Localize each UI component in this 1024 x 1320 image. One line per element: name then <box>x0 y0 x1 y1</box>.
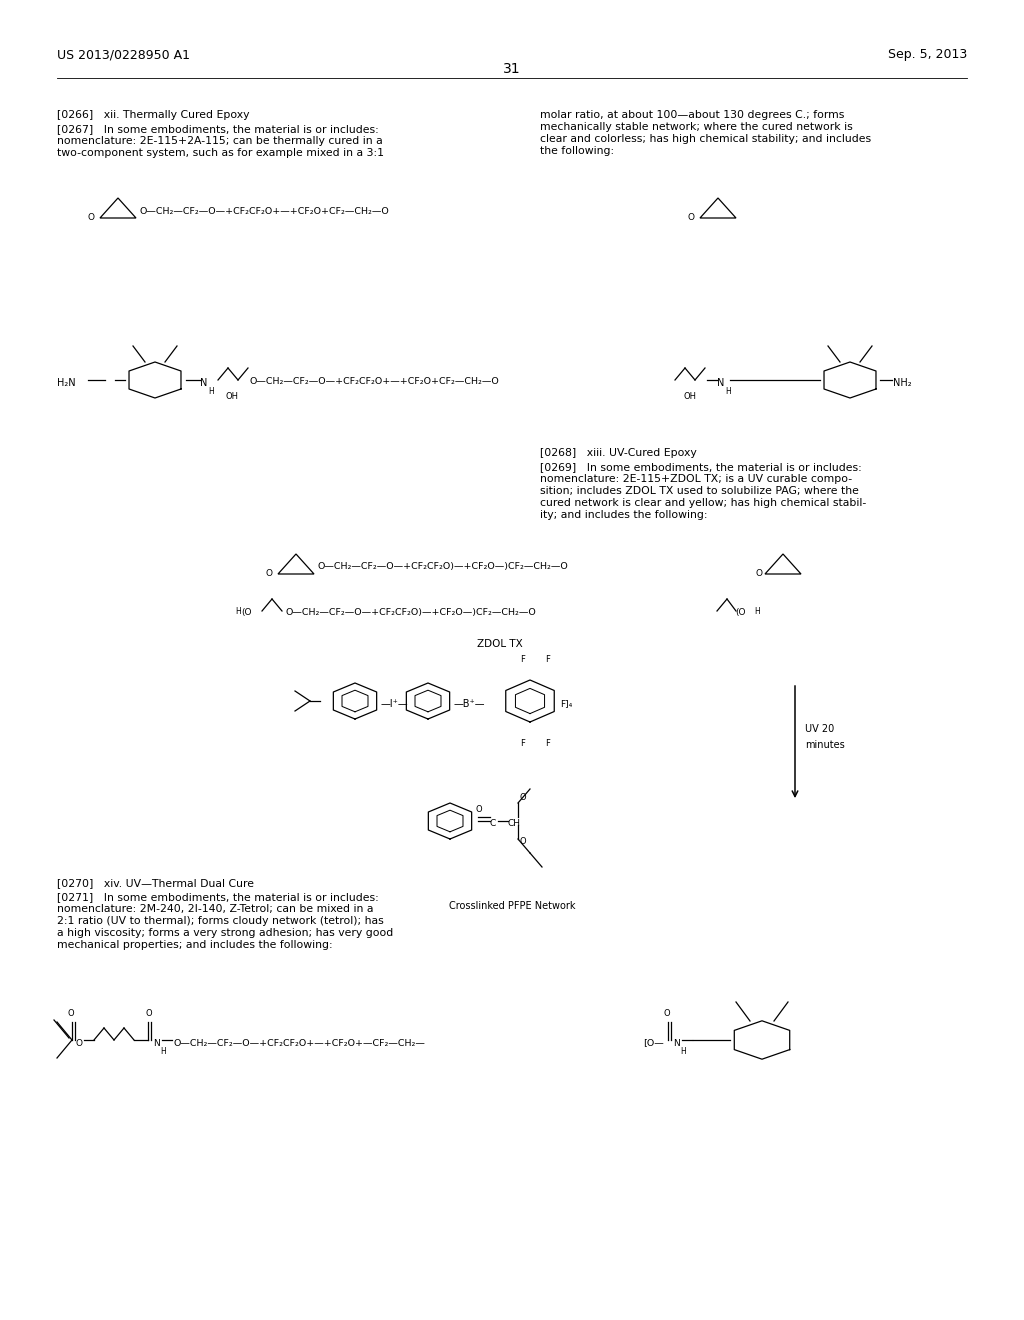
Text: [0268]   xiii. UV-Cured Epoxy: [0268] xiii. UV-Cured Epoxy <box>540 447 696 458</box>
Text: two-component system, such as for example mixed in a 3:1: two-component system, such as for exampl… <box>57 148 384 158</box>
Text: O: O <box>88 214 95 223</box>
Text: O—CH₂—CF₂—O—+CF₂CF₂O)—+CF₂O—)CF₂—CH₂—O: O—CH₂—CF₂—O—+CF₂CF₂O)—+CF₂O—)CF₂—CH₂—O <box>285 607 536 616</box>
Text: O—CH₂—CF₂—O—+CF₂CF₂O+—+CF₂O+—CF₂—CH₂—: O—CH₂—CF₂—O—+CF₂CF₂O+—+CF₂O+—CF₂—CH₂— <box>174 1039 426 1048</box>
Text: O: O <box>688 214 695 223</box>
Text: H: H <box>725 388 731 396</box>
Text: F: F <box>546 655 551 664</box>
Text: UV 20: UV 20 <box>805 723 835 734</box>
Text: NH₂: NH₂ <box>893 378 911 388</box>
Text: (O: (O <box>241 607 252 616</box>
Text: OH: OH <box>226 392 239 401</box>
Text: F: F <box>520 738 525 747</box>
Text: [O—: [O— <box>643 1039 664 1048</box>
Text: N: N <box>717 378 724 388</box>
Text: O: O <box>76 1039 83 1048</box>
Text: H: H <box>754 607 760 616</box>
Text: (O: (O <box>735 607 745 616</box>
Text: O: O <box>664 1010 671 1019</box>
Text: N: N <box>200 378 208 388</box>
Text: molar ratio, at about 100—about 130 degrees C.; forms: molar ratio, at about 100—about 130 degr… <box>540 110 845 120</box>
Text: nomenclature: 2E-115+2A-115; can be thermally cured in a: nomenclature: 2E-115+2A-115; can be ther… <box>57 136 383 147</box>
Text: O: O <box>476 804 482 813</box>
Text: —B⁺—: —B⁺— <box>454 700 485 709</box>
Text: C: C <box>490 820 497 829</box>
Text: F: F <box>546 738 551 747</box>
Text: O—CH₂—CF₂—O—+CF₂CF₂O)—+CF₂O—)CF₂—CH₂—O: O—CH₂—CF₂—O—+CF₂CF₂O)—+CF₂O—)CF₂—CH₂—O <box>318 562 568 572</box>
Text: H₂N: H₂N <box>57 378 76 388</box>
Text: O—CH₂—CF₂—O—+CF₂CF₂O+—+CF₂O+CF₂—CH₂—O: O—CH₂—CF₂—O—+CF₂CF₂O+—+CF₂O+CF₂—CH₂—O <box>250 376 500 385</box>
Text: clear and colorless; has high chemical stability; and includes: clear and colorless; has high chemical s… <box>540 135 871 144</box>
Text: [0269]   In some embodiments, the material is or includes:: [0269] In some embodiments, the material… <box>540 462 862 473</box>
Text: minutes: minutes <box>805 741 845 750</box>
Text: sition; includes ZDOL TX used to solubilize PAG; where the: sition; includes ZDOL TX used to solubil… <box>540 486 859 496</box>
Text: [0267]   In some embodiments, the material is or includes:: [0267] In some embodiments, the material… <box>57 124 379 135</box>
Text: O: O <box>520 792 526 801</box>
Text: [0266]   xii. Thermally Cured Epoxy: [0266] xii. Thermally Cured Epoxy <box>57 110 250 120</box>
Text: F: F <box>520 655 525 664</box>
Text: US 2013/0228950 A1: US 2013/0228950 A1 <box>57 48 190 61</box>
Text: the following:: the following: <box>540 147 614 156</box>
Text: a high viscosity; forms a very strong adhesion; has very good: a high viscosity; forms a very strong ad… <box>57 928 393 939</box>
Text: H: H <box>208 388 214 396</box>
Text: —I⁺—: —I⁺— <box>381 700 409 709</box>
Text: mechanically stable network; where the cured network is: mechanically stable network; where the c… <box>540 121 853 132</box>
Text: O: O <box>520 837 526 846</box>
Text: ity; and includes the following:: ity; and includes the following: <box>540 510 708 520</box>
Text: N: N <box>673 1039 680 1048</box>
Text: Crosslinked PFPE Network: Crosslinked PFPE Network <box>449 902 575 911</box>
Text: 31: 31 <box>503 62 521 77</box>
Text: ZDOL TX: ZDOL TX <box>477 639 523 649</box>
Text: nomenclature: 2E-115+ZDOL TX; is a UV curable compo-: nomenclature: 2E-115+ZDOL TX; is a UV cu… <box>540 474 852 484</box>
Text: N: N <box>153 1039 160 1048</box>
Text: OH: OH <box>683 392 696 401</box>
Text: O: O <box>68 1010 75 1019</box>
Text: O: O <box>265 569 272 578</box>
Text: H: H <box>160 1048 166 1056</box>
Text: F]₄: F]₄ <box>560 700 572 709</box>
Text: [0271]   In some embodiments, the material is or includes:: [0271] In some embodiments, the material… <box>57 892 379 902</box>
Text: O—CH₂—CF₂—O—+CF₂CF₂O+—+CF₂O+CF₂—CH₂—O: O—CH₂—CF₂—O—+CF₂CF₂O+—+CF₂O+CF₂—CH₂—O <box>140 206 390 215</box>
Text: 2:1 ratio (UV to thermal); forms cloudy network (tetrol); has: 2:1 ratio (UV to thermal); forms cloudy … <box>57 916 384 927</box>
Text: cured network is clear and yellow; has high chemical stabil-: cured network is clear and yellow; has h… <box>540 498 866 508</box>
Text: CH: CH <box>508 820 521 829</box>
Text: O: O <box>755 569 762 578</box>
Text: Sep. 5, 2013: Sep. 5, 2013 <box>888 48 967 61</box>
Text: O: O <box>145 1010 152 1019</box>
Text: mechanical properties; and includes the following:: mechanical properties; and includes the … <box>57 940 333 950</box>
Text: nomenclature: 2M-240, 2I-140, Z-Tetrol; can be mixed in a: nomenclature: 2M-240, 2I-140, Z-Tetrol; … <box>57 904 374 913</box>
Text: H: H <box>680 1048 686 1056</box>
Text: H: H <box>234 607 241 616</box>
Text: [0270]   xiv. UV—Thermal Dual Cure: [0270] xiv. UV—Thermal Dual Cure <box>57 878 254 888</box>
